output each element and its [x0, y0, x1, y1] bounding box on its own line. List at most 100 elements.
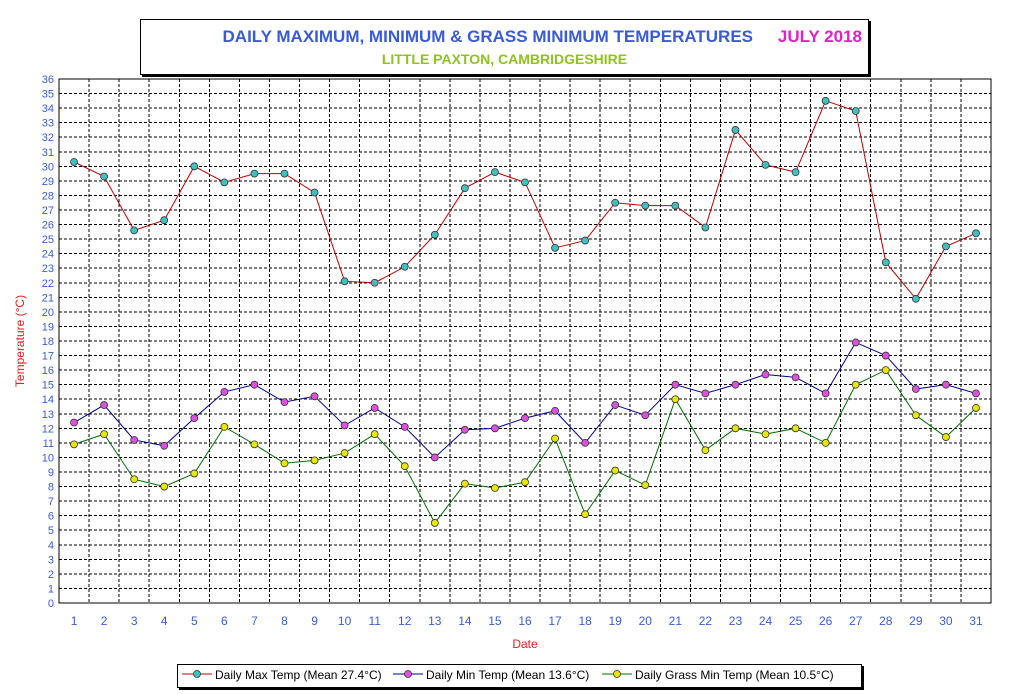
data-point [310, 456, 319, 465]
x-tick-label: 5 [191, 614, 198, 628]
x-tick-label: 28 [879, 614, 893, 628]
data-point [641, 411, 650, 420]
data-point [220, 178, 229, 187]
legend-label: Daily Grass Min Temp (Mean 10.5°C) [635, 668, 834, 682]
data-point [460, 184, 469, 193]
data-point [160, 216, 169, 225]
data-point [791, 373, 800, 382]
y-tick-label: 29 [42, 176, 54, 188]
y-tick-label: 33 [42, 118, 54, 130]
x-tick-label: 26 [819, 614, 833, 628]
data-point [130, 475, 139, 484]
data-point [521, 478, 529, 487]
x-tick-label: 25 [789, 614, 803, 628]
y-tick-label: 27 [42, 205, 54, 217]
y-tick-label: 24 [42, 249, 54, 261]
data-point [310, 188, 319, 197]
x-tick-label: 21 [669, 614, 683, 628]
data-point [70, 418, 78, 427]
data-point [581, 510, 590, 519]
y-tick-label: 3 [48, 554, 54, 566]
legend-swatch [393, 670, 423, 678]
data-point [551, 434, 559, 443]
data-point [671, 201, 680, 210]
data-point [972, 389, 980, 398]
data-point [340, 449, 349, 457]
data-point [280, 398, 289, 407]
data-point [310, 392, 319, 401]
data-point [761, 370, 770, 379]
legend: Daily Max Temp (Mean 27.4°C) Daily Min Te… [177, 664, 862, 688]
data-point [280, 169, 289, 178]
x-tick-label: 11 [368, 614, 381, 628]
data-point [942, 433, 950, 441]
data-point [280, 459, 289, 468]
data-point [701, 446, 710, 455]
x-tick-label: 30 [939, 614, 953, 628]
y-tick-label: 35 [42, 89, 54, 101]
data-point [581, 438, 590, 447]
data-point [701, 389, 710, 398]
data-point [400, 422, 409, 431]
data-point [731, 380, 740, 389]
y-tick-label: 1 [48, 583, 54, 595]
data-point [911, 411, 920, 420]
y-tick-label: 0 [48, 598, 54, 610]
legend-swatch [182, 670, 212, 678]
y-tick-label: 34 [42, 103, 54, 115]
y-tick-label: 5 [48, 525, 54, 537]
data-point [460, 425, 469, 434]
y-tick-label: 18 [42, 336, 54, 348]
x-tick-label: 8 [281, 614, 288, 628]
data-point [370, 404, 379, 412]
x-tick-label: 12 [398, 614, 412, 628]
data-point [972, 404, 980, 412]
data-point [190, 469, 199, 478]
y-tick-label: 17 [42, 351, 54, 363]
y-tick-label: 7 [48, 496, 54, 508]
y-tick-label: 8 [48, 482, 54, 494]
data-point [731, 126, 740, 134]
data-point [190, 162, 199, 171]
y-tick-label: 36 [42, 74, 54, 86]
data-point [821, 438, 830, 447]
y-tick-label: 21 [42, 292, 54, 304]
data-point [821, 389, 830, 398]
y-tick-label: 28 [42, 190, 54, 202]
y-tick-label: 22 [42, 278, 54, 290]
grid-lines [59, 79, 991, 603]
x-tick-label: 6 [221, 614, 228, 628]
data-point [160, 441, 169, 450]
data-point [130, 436, 139, 444]
x-tick-label: 1 [71, 614, 78, 628]
data-point [911, 294, 920, 303]
data-point [881, 366, 890, 375]
y-tick-label: 25 [42, 234, 54, 246]
data-point [731, 424, 740, 433]
data-point [972, 229, 980, 238]
chart-title: DAILY MAXIMUM, MINIMUM & GRASS MINIMUM T… [222, 27, 753, 46]
y-tick-label: 2 [48, 569, 54, 581]
x-tick-label: 15 [488, 614, 502, 628]
data-point [911, 385, 920, 393]
x-tick-label: 7 [251, 614, 258, 628]
data-point [671, 380, 680, 389]
data-point [851, 380, 860, 389]
y-tick-label: 23 [42, 263, 54, 275]
data-point [100, 430, 108, 439]
data-point [851, 107, 860, 115]
data-point [641, 481, 650, 490]
data-point [340, 421, 349, 430]
y-tick-label: 30 [42, 161, 54, 173]
y-tick-label: 16 [42, 365, 54, 377]
y-tick-label: 20 [42, 307, 54, 319]
x-tick-label: 23 [729, 614, 743, 628]
x-tick-label: 14 [458, 614, 472, 628]
data-point [491, 168, 499, 177]
x-axis-label: Date [512, 637, 538, 651]
data-point [100, 401, 108, 409]
data-point [491, 424, 499, 433]
data-point [250, 380, 259, 389]
data-point [701, 223, 710, 232]
